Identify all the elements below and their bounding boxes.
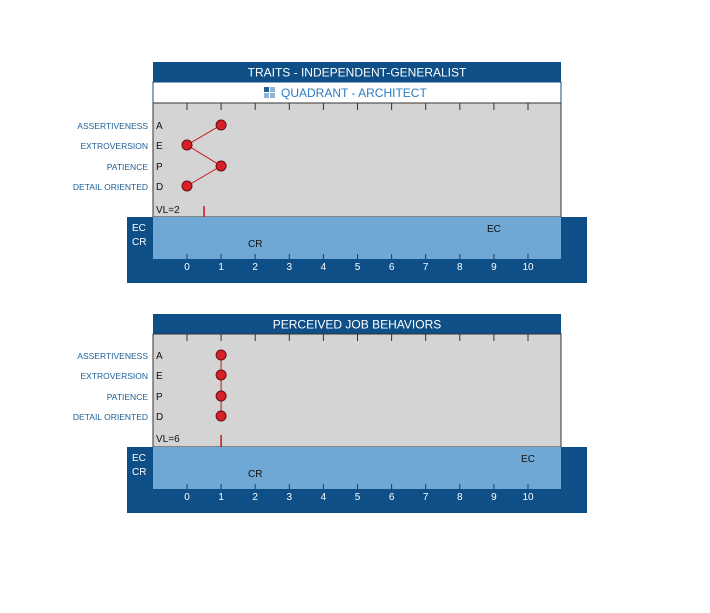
category-letter: A: [156, 351, 163, 362]
category-label: PATIENCE: [107, 162, 149, 172]
category-label: PATIENCE: [107, 392, 149, 402]
quadrant-cell: [264, 87, 269, 92]
category-letter: P: [156, 162, 163, 173]
x-tick-label: 8: [457, 262, 463, 273]
quadrant-cell: [270, 87, 275, 92]
x-tick-label: 5: [355, 262, 361, 273]
ec-marker-label: EC: [487, 224, 501, 235]
x-tick-label: 3: [287, 492, 293, 503]
x-tick-label: 6: [389, 262, 395, 273]
category-letter: E: [156, 371, 163, 382]
data-point: [215, 349, 227, 361]
ec-marker-label: EC: [521, 454, 535, 465]
chart-title: PERCEIVED JOB BEHAVIORS: [273, 318, 442, 332]
x-tick-label: 10: [522, 492, 534, 503]
band-row-label-ec: EC: [132, 453, 146, 464]
x-tick-label: 0: [184, 262, 190, 273]
x-tick-label: 7: [423, 492, 429, 503]
data-point: [215, 369, 227, 381]
x-tick-label: 1: [218, 492, 224, 503]
band-area: [153, 447, 561, 489]
title-bar: [153, 62, 561, 82]
x-tick-label: 8: [457, 492, 463, 503]
data-point: [215, 119, 227, 131]
x-tick-label: 3: [287, 262, 293, 273]
vl-label: VL=6: [156, 434, 180, 445]
x-tick-label: 5: [355, 492, 361, 503]
x-tick-label: 2: [252, 262, 258, 273]
data-point: [181, 139, 193, 151]
band-row-label-cr: CR: [132, 467, 146, 478]
x-tick-label: 9: [491, 492, 497, 503]
cr-marker-label: CR: [248, 469, 262, 480]
x-tick-label: 4: [321, 262, 327, 273]
x-tick-label: 7: [423, 262, 429, 273]
chart-2: PERCEIVED JOB BEHAVIORS ASSERTIVENESS A EXT…: [73, 314, 587, 513]
x-tick-label: 9: [491, 262, 497, 273]
data-point: [215, 160, 227, 172]
chart-title: TRAITS - INDEPENDENT-GENERALIST: [248, 66, 467, 80]
data-point: [215, 410, 227, 422]
data-point: [181, 180, 193, 192]
category-label: ASSERTIVENESS: [77, 121, 148, 131]
category-label: DETAIL ORIENTED: [73, 412, 148, 422]
quadrant-grid-icon: [264, 87, 275, 98]
series-line: [186, 124, 223, 187]
cr-marker-label: CR: [248, 239, 262, 250]
plot-panel: [152, 102, 562, 218]
band-row-label-cr: CR: [132, 237, 146, 248]
x-tick-label: 1: [218, 262, 224, 273]
x-tick-label: 4: [321, 492, 327, 503]
data-point: [215, 390, 227, 402]
category-letter: A: [156, 121, 163, 132]
x-tick-label: 6: [389, 492, 395, 503]
x-tick-label: 0: [184, 492, 190, 503]
chart-subtitle: QUADRANT - ARCHITECT: [281, 86, 427, 100]
x-tick-label: 10: [522, 262, 534, 273]
category-label: ASSERTIVENESS: [77, 351, 148, 361]
quadrant-cell: [264, 93, 269, 98]
category-letter: D: [156, 182, 163, 193]
category-label: DETAIL ORIENTED: [73, 182, 148, 192]
x-tick-label: 2: [252, 492, 258, 503]
plot-panel: [152, 333, 562, 448]
category-letter: E: [156, 141, 163, 152]
quadrant-cell: [270, 93, 275, 98]
category-label: EXTROVERSION: [80, 371, 148, 381]
band-area: [153, 217, 561, 259]
category-label: EXTROVERSION: [80, 141, 148, 151]
title-bar: [153, 314, 561, 334]
category-letter: D: [156, 412, 163, 423]
category-letter: P: [156, 392, 163, 403]
vl-label: VL=2: [156, 205, 180, 216]
chart-1: TRAITS - INDEPENDENT-GENERALIST QUADRANT …: [73, 62, 587, 283]
band-row-label-ec: EC: [132, 223, 146, 234]
